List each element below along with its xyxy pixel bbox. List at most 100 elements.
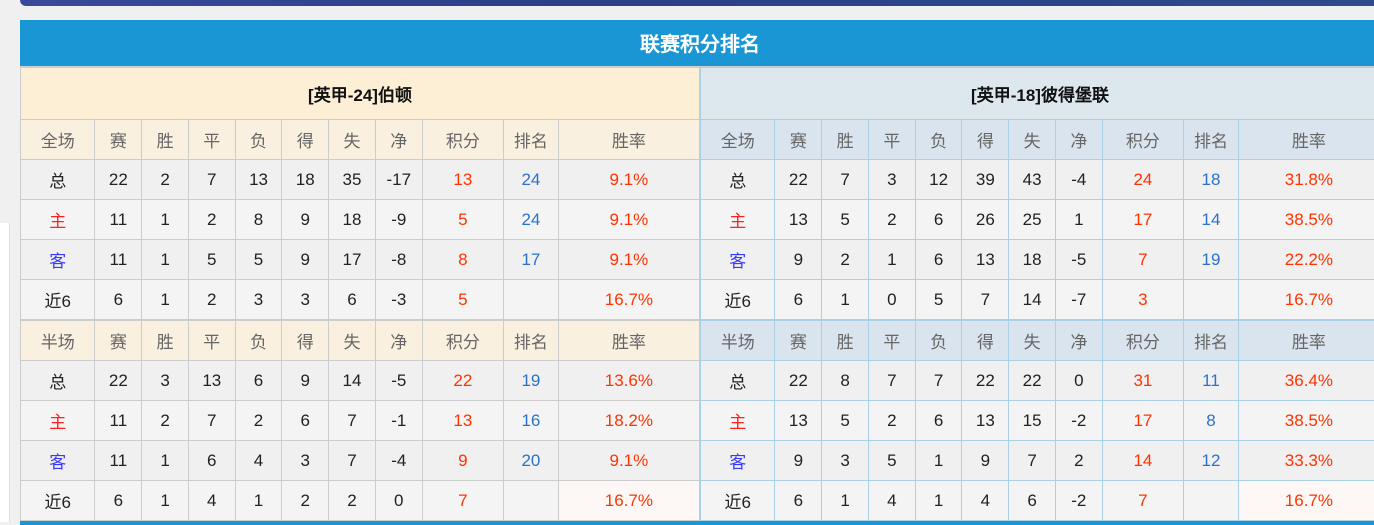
- stat-cell: 1: [142, 240, 189, 280]
- stat-cell: 24: [504, 160, 559, 200]
- stat-cell: 7: [329, 441, 376, 481]
- stat-cell: 3: [235, 280, 282, 321]
- column-header-row: 全场赛胜平负得失净积分排名胜率: [701, 120, 1374, 160]
- row-label: 主: [701, 200, 775, 240]
- stat-cell: 9: [282, 240, 329, 280]
- stat-cell: 9: [282, 200, 329, 240]
- stat-cell: 6: [915, 200, 962, 240]
- stat-cell: 22: [95, 361, 142, 401]
- stat-cell: 7: [422, 481, 503, 521]
- stat-cell: 4: [962, 481, 1009, 521]
- column-header: 失: [329, 120, 376, 160]
- column-header: 平: [188, 320, 235, 361]
- column-header: 胜率: [558, 120, 699, 160]
- stat-cell: 5: [235, 240, 282, 280]
- stat-cell: -5: [1055, 240, 1102, 280]
- stat-cell: -4: [375, 441, 422, 481]
- column-header: 负: [235, 120, 282, 160]
- column-header: 胜: [142, 320, 189, 361]
- stat-cell: 22: [775, 160, 822, 200]
- column-header: 胜率: [558, 320, 699, 361]
- stat-cell: 1: [868, 240, 915, 280]
- stat-cell: 11: [95, 401, 142, 441]
- column-header: 失: [1009, 120, 1056, 160]
- stat-cell: 3: [868, 160, 915, 200]
- column-header: 负: [915, 120, 962, 160]
- column-header-row: 半场赛胜平负得失净积分排名胜率: [21, 320, 700, 361]
- stat-cell: 35: [329, 160, 376, 200]
- stat-cell: 2: [868, 401, 915, 441]
- stat-cell: 22: [962, 361, 1009, 401]
- stat-cell: 9.1%: [558, 160, 699, 200]
- stat-cell: 9: [775, 240, 822, 280]
- stat-cell: 4: [868, 481, 915, 521]
- stat-cell: 6: [775, 280, 822, 321]
- column-header: 胜: [142, 120, 189, 160]
- stat-cell: 3: [822, 441, 869, 481]
- stat-cell: 7: [188, 401, 235, 441]
- stat-cell: 7: [329, 401, 376, 441]
- stat-cell: 39: [962, 160, 1009, 200]
- column-header: 赛: [95, 320, 142, 361]
- column-header: 胜率: [1238, 120, 1374, 160]
- stat-cell: 11: [95, 200, 142, 240]
- stat-cell: 3: [282, 280, 329, 321]
- stat-cell: 7: [1102, 481, 1183, 521]
- stat-cell: 1: [142, 481, 189, 521]
- column-header: 排名: [1184, 120, 1239, 160]
- section-label: 半场: [21, 320, 95, 361]
- stat-cell: 1: [235, 481, 282, 521]
- stat-cell: 18: [1009, 240, 1056, 280]
- stat-cell: 14: [1184, 200, 1239, 240]
- stat-cell: 13: [422, 401, 503, 441]
- row-label: 主: [21, 401, 95, 441]
- column-header: 平: [868, 320, 915, 361]
- stat-cell: 8: [1184, 401, 1239, 441]
- stat-cell: -2: [1055, 401, 1102, 441]
- stat-cell: 17: [504, 240, 559, 280]
- row-label: 客: [701, 240, 775, 280]
- stat-cell: 1: [142, 200, 189, 240]
- stat-cell: 11: [1184, 361, 1239, 401]
- stat-cell: -5: [375, 361, 422, 401]
- team-name: 彼得堡联: [1041, 86, 1109, 105]
- stat-cell: 1: [915, 441, 962, 481]
- stat-cell: 6: [329, 280, 376, 321]
- column-header: 赛: [95, 120, 142, 160]
- stat-cell: 1: [822, 481, 869, 521]
- stat-cell: 31.8%: [1238, 160, 1374, 200]
- stat-cell: 6: [95, 481, 142, 521]
- stat-cell: 16.7%: [558, 481, 699, 521]
- column-header: 得: [962, 120, 1009, 160]
- stat-cell: 7: [962, 280, 1009, 321]
- stat-cell: 1: [915, 481, 962, 521]
- stat-cell: 1: [1055, 200, 1102, 240]
- column-header: 胜率: [1238, 320, 1374, 361]
- stat-cell: 6: [235, 361, 282, 401]
- team-name: 伯顿: [378, 86, 412, 105]
- stat-cell: 5: [822, 401, 869, 441]
- column-header: 排名: [504, 320, 559, 361]
- stat-cell: 31: [1102, 361, 1183, 401]
- top-banner: [20, 0, 1374, 6]
- stat-cell: 16.7%: [1238, 481, 1374, 521]
- column-header: 排名: [504, 120, 559, 160]
- stat-cell: 6: [915, 401, 962, 441]
- column-header: 净: [1055, 320, 1102, 361]
- stat-cell: 13: [962, 401, 1009, 441]
- stat-cell: -7: [1055, 280, 1102, 321]
- row-label: 总: [701, 361, 775, 401]
- stat-cell: 19: [1184, 240, 1239, 280]
- column-header: 失: [1009, 320, 1056, 361]
- stat-cell: 22: [775, 361, 822, 401]
- column-header: 得: [282, 120, 329, 160]
- stat-cell: 36.4%: [1238, 361, 1374, 401]
